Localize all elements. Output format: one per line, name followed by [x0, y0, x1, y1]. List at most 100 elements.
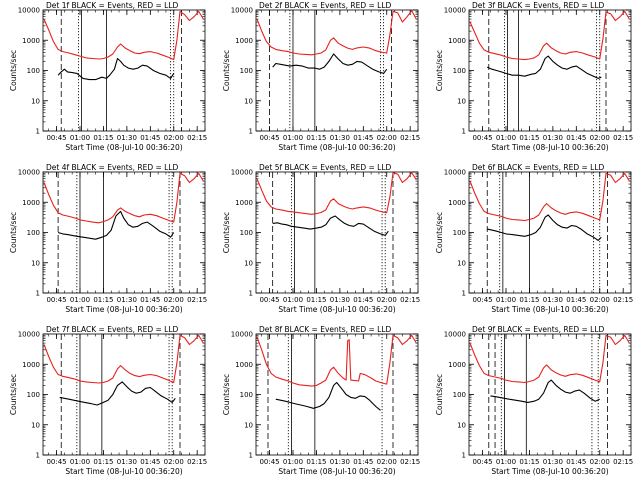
det8-time-markers — [267, 334, 394, 455]
det8-x-tick-label: 02:15 — [400, 458, 420, 466]
det2-y-tick-label: 1 — [249, 128, 253, 136]
det7-series-events — [59, 381, 176, 406]
det9-x-tick-label: 00:45 — [472, 458, 492, 466]
det5-x-axis-title: Start Time (08-Jul-10 00:36:20) — [278, 305, 395, 314]
det8-y-tick-label: 10 — [244, 421, 253, 429]
det3-series-lld — [469, 10, 630, 61]
det9-x-tick-label: 01:45 — [566, 458, 586, 466]
det3-y-axis: 1 10 100 1000 10000 — [444, 7, 631, 136]
det9-title: Det 9f BLACK = Events, RED = LLD — [472, 325, 605, 334]
det6-y-axis-title: Counts/sec — [435, 212, 444, 253]
det3-y-tick-label: 10000 — [444, 7, 466, 15]
det9-x-tick-label: 01:00 — [496, 458, 516, 466]
det9-x-tick-label: 01:15 — [519, 458, 539, 466]
det4-x-tick-label: 01:15 — [93, 296, 113, 304]
det1-x-tick-label: 01:00 — [70, 134, 90, 142]
det3-panel: 1 10 100 1000 10000 00:45 01:00 01:15 01:30 01:45… — [435, 1, 633, 152]
det2-y-axis: 1 10 100 1000 10000 — [231, 7, 418, 136]
det5-x-tick-label: 01:45 — [353, 296, 373, 304]
det8-y-tick-label: 1 — [249, 452, 253, 460]
det8-x-tick-label: 01:45 — [353, 458, 373, 466]
det1-y-tick-label: 1000 — [22, 37, 40, 45]
det2-x-axis: 00:45 01:00 01:15 01:30 01:45 02:00 02:15 — [259, 10, 420, 142]
det6-plot-frame — [468, 171, 632, 294]
det4-y-tick-label: 100 — [27, 229, 40, 237]
det5-x-tick-label: 01:15 — [306, 296, 326, 304]
det5-time-markers — [272, 172, 394, 293]
det7-plot-frame — [42, 333, 206, 456]
det1-x-tick-label: 01:15 — [93, 134, 113, 142]
det6-x-tick-label: 01:15 — [519, 296, 539, 304]
det4-x-tick-label: 01:45 — [140, 296, 160, 304]
det5-y-axis: 1 10 100 1000 10000 — [231, 169, 418, 298]
det1-y-tick-label: 1 — [36, 128, 40, 136]
det1-y-tick-label: 100 — [27, 67, 40, 75]
det3-x-axis: 00:45 01:00 01:15 01:30 01:45 02:00 02:15 — [472, 10, 633, 142]
det8-plot-frame — [255, 333, 419, 456]
det1-y-axis-title: Counts/sec — [9, 50, 18, 91]
det8-x-axis-title: Start Time (08-Jul-10 00:36:20) — [278, 467, 395, 476]
det6-series-events — [487, 214, 602, 241]
det3-x-tick-label: 02:15 — [613, 134, 633, 142]
det2-x-axis-title: Start Time (08-Jul-10 00:36:20) — [278, 143, 395, 152]
det1-x-axis: 00:45 01:00 01:15 01:30 01:45 02:00 02:15 — [46, 10, 207, 142]
det8-title: Det 8f BLACK = Events, RED = LLD — [259, 325, 392, 334]
det9-x-axis-title: Start Time (08-Jul-10 00:36:20) — [491, 467, 608, 476]
det4-y-tick-label: 1000 — [22, 199, 40, 207]
det7-panel: 1 10 100 1000 10000 00:45 01:00 01:15 01:30 01:45… — [9, 325, 207, 476]
det3-y-tick-label: 1000 — [448, 37, 466, 45]
det6-y-tick-label: 1 — [462, 290, 466, 298]
det9-x-tick-label: 01:30 — [543, 458, 563, 466]
det3-x-tick-label: 00:45 — [472, 134, 492, 142]
det8-x-axis: 00:45 01:00 01:15 01:30 01:45 02:00 02:15 — [259, 334, 420, 466]
det7-y-tick-label: 1000 — [22, 361, 40, 369]
det5-x-tick-label: 00:45 — [259, 296, 279, 304]
det9-plot-frame — [468, 333, 632, 456]
det5-series-lld — [256, 172, 417, 215]
det3-plot-frame — [468, 9, 632, 132]
det6-y-tick-label: 10 — [457, 259, 466, 267]
det9-y-tick-label: 10 — [457, 421, 466, 429]
det3-series-events — [486, 55, 602, 79]
det1-time-markers — [60, 10, 182, 131]
det9-series-lld — [469, 334, 630, 384]
det4-y-tick-label: 10000 — [18, 169, 40, 177]
det7-x-axis-title: Start Time (08-Jul-10 00:36:20) — [65, 467, 182, 476]
det7-y-tick-label: 100 — [27, 391, 40, 399]
det3-time-markers — [488, 10, 607, 131]
det6-y-tick-label: 1000 — [448, 199, 466, 207]
det7-y-tick-label: 10 — [31, 421, 40, 429]
det6-y-tick-label: 10000 — [444, 169, 466, 177]
det4-title: Det 4f BLACK = Events, RED = LLD — [46, 163, 179, 172]
det6-series-lld — [469, 172, 630, 222]
det9-x-tick-label: 02:00 — [590, 458, 610, 466]
det7-y-axis: 1 10 100 1000 10000 — [18, 331, 205, 460]
det8-y-axis: 1 10 100 1000 10000 — [231, 331, 418, 460]
det1-x-axis-title: Start Time (08-Jul-10 00:36:20) — [65, 143, 182, 152]
det8-x-tick-label: 01:15 — [306, 458, 326, 466]
det2-plot-frame — [255, 9, 419, 132]
det3-x-tick-label: 01:00 — [496, 134, 516, 142]
det5-panel: 1 10 100 1000 10000 00:45 01:00 01:15 01:30 01:45… — [222, 163, 420, 314]
det1-x-tick-label: 02:15 — [187, 134, 207, 142]
det5-plot-frame — [255, 171, 419, 294]
det2-y-tick-label: 10 — [244, 97, 253, 105]
det7-x-tick-label: 01:45 — [140, 458, 160, 466]
det6-x-tick-label: 02:15 — [613, 296, 633, 304]
det3-x-tick-label: 02:00 — [590, 134, 610, 142]
det1-x-tick-label: 02:00 — [164, 134, 184, 142]
det5-x-tick-label: 02:15 — [400, 296, 420, 304]
det4-plot-frame — [42, 171, 206, 294]
det6-y-tick-label: 100 — [453, 229, 466, 237]
det6-y-axis: 1 10 100 1000 10000 — [444, 169, 631, 298]
det3-x-axis-title: Start Time (08-Jul-10 00:36:20) — [491, 143, 608, 152]
det2-x-tick-label: 02:00 — [377, 134, 397, 142]
det4-y-tick-label: 10 — [31, 259, 40, 267]
det4-y-axis: 1 10 100 1000 10000 — [18, 169, 205, 298]
det2-x-tick-label: 01:00 — [283, 134, 303, 142]
det4-x-tick-label: 02:15 — [187, 296, 207, 304]
det1-x-tick-label: 01:45 — [140, 134, 160, 142]
det9-series-events — [490, 379, 600, 403]
det4-series-events — [57, 210, 175, 240]
det9-y-axis: 1 10 100 1000 10000 — [444, 331, 631, 460]
